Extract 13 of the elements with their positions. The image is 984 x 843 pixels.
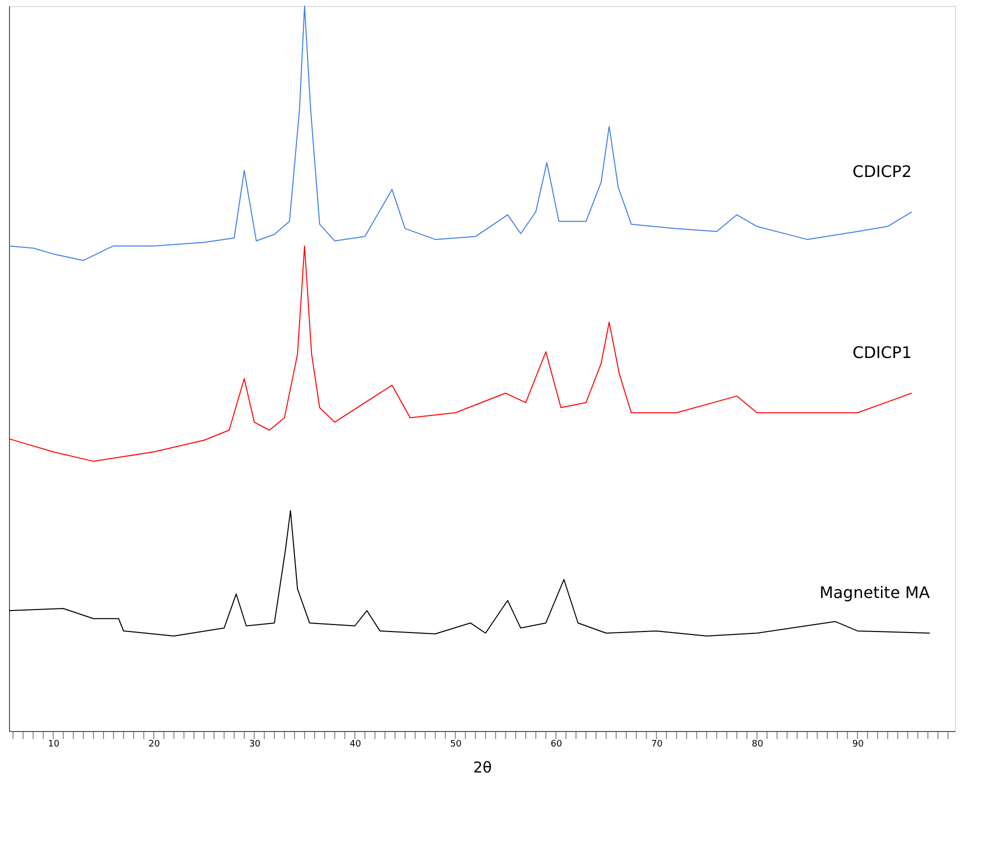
x-tick-label: 80 bbox=[752, 740, 764, 750]
series-label: CDICP1 bbox=[852, 343, 912, 362]
x-tick-label: 50 bbox=[450, 740, 462, 750]
series-label: CDICP2 bbox=[852, 162, 912, 181]
series-label: Magnetite MA bbox=[819, 583, 930, 602]
x-tick-label: 10 bbox=[48, 740, 60, 750]
x-tick-label: 90 bbox=[852, 740, 864, 750]
x-tick-label: 70 bbox=[651, 740, 663, 750]
x-tick-label: 20 bbox=[148, 740, 160, 750]
x-tick-label: 40 bbox=[350, 740, 362, 750]
x-tick-label: 30 bbox=[249, 740, 261, 750]
x-tick-label: 60 bbox=[550, 740, 562, 750]
x-axis-title: 2θ bbox=[473, 758, 492, 776]
